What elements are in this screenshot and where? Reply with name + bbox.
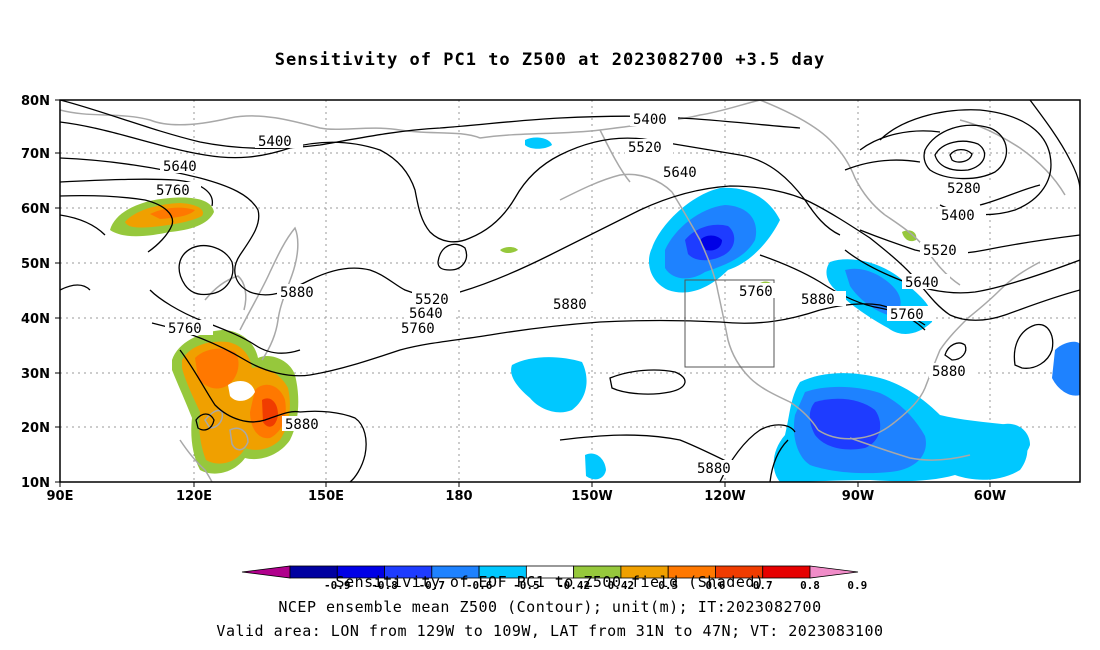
negative-sensitivity-shading (511, 137, 1080, 482)
colorbar-tick-label: 0.9 (847, 579, 867, 592)
contour-label-5640-b: 5640 (663, 165, 697, 181)
shade-eastchina-core1 (195, 348, 239, 389)
lon-label-90e: 90E (47, 489, 74, 504)
colorbar-tick-label: -0.6 (466, 579, 493, 592)
contour-label-5520-a: 5520 (628, 140, 662, 156)
lon-label-120w: 120W (704, 489, 745, 504)
contour-label-5760-b: 5760 (890, 307, 924, 323)
lat-label-70n: 70N (21, 147, 50, 162)
contour-label-5520-c: 5520 (415, 292, 449, 308)
colorbar-tick-label: 0.42 (608, 579, 635, 592)
positive-sensitivity-shading (110, 197, 917, 474)
lon-label-90w: 90W (842, 489, 874, 504)
map-frame (59, 99, 1081, 483)
lat-label-60n: 60N (21, 202, 50, 217)
shade-subtropical-pacific-1 (511, 357, 587, 413)
colorbar-max-arrow (809, 565, 859, 579)
contour-label-5880-c: 5880 (553, 297, 587, 313)
contour-label-5760-a: 5760 (156, 183, 190, 199)
contour-label-5760-d: 5760 (168, 321, 202, 337)
contour-label-5760-c: 5760 (401, 321, 435, 337)
shade-arctic-small (525, 137, 552, 149)
colorbar-tick-label: 0.7 (753, 579, 773, 592)
lon-label-150e: 150E (308, 489, 344, 504)
contour-label-5400-a: 5400 (258, 134, 292, 150)
map-content: 5400 5400 5520 5640 5760 5640 5280 5400 … (60, 100, 1080, 482)
contour-labels: 5400 5400 5520 5640 5760 5640 5280 5400 … (153, 111, 992, 477)
colorbar-tick-label: 0.8 (800, 579, 820, 592)
colorbar-tick-label: -0.5 (513, 579, 540, 592)
contour-label-5760-e: 5760 (739, 284, 773, 300)
longitude-ticks: 90E 120E 150E 180 150W 120W 90W 60W (47, 482, 1006, 504)
contour-label-5640-a: 5640 (163, 159, 197, 175)
shade-northeast-pacific-deep (700, 235, 722, 251)
shading-colorbar: -0.9 -0.8 -0.7 -0.6 -0.5 -0.42 0.42 0.5 0.6 0.7 0.… (241, 565, 867, 592)
lat-label-80n: 80N (21, 94, 50, 109)
contour-label-5880-b: 5880 (280, 285, 314, 301)
shade-great-lakes-mid (845, 268, 901, 316)
shade-small-green-1 (500, 247, 518, 253)
contour-label-5280: 5280 (947, 181, 981, 197)
shade-siberia-core (150, 207, 195, 219)
contour-label-5880-e: 5880 (285, 417, 319, 433)
shade-subtropical-pacific-2 (585, 453, 606, 480)
contour-label-5640-d: 5640 (409, 306, 443, 322)
lat-label-50n: 50N (21, 257, 50, 272)
colorbar-tick-label: 0.6 (706, 579, 726, 592)
lat-label-10n: 10N (21, 476, 50, 491)
contour-label-5640-c: 5640 (905, 275, 939, 291)
lat-label-20n: 20N (21, 421, 50, 436)
shade-atlantic-edge (1052, 341, 1080, 396)
colorbar-tick-label: -0.7 (419, 579, 446, 592)
contour-label-5520-b: 5520 (923, 243, 957, 259)
lon-label-60w: 60W (974, 489, 1006, 504)
colorbar-tick-label: 0.5 (658, 579, 678, 592)
shade-small-green-3 (902, 230, 917, 242)
contour-label-5880-f: 5880 (697, 461, 731, 477)
chart-title: Sensitivity of PC1 to Z500 at 2023082700… (274, 50, 826, 70)
lon-label-120e: 120E (176, 489, 212, 504)
latitude-ticks: 80N 70N 60N 50N 40N 30N 20N 10N (21, 94, 60, 491)
lon-label-150w: 150W (571, 489, 612, 504)
contour-label-5400-c: 5400 (941, 208, 975, 224)
caption-valid-area: Valid area: LON from 129W to 109W, LAT f… (216, 622, 884, 640)
shade-white-hole (228, 380, 255, 401)
shade-caribbean (1000, 423, 1030, 461)
contour-label-5880-d: 5880 (801, 292, 835, 308)
lon-label-180: 180 (445, 489, 472, 504)
colorbar-tick-label: -0.8 (371, 579, 398, 592)
shade-gulf-core (809, 398, 881, 450)
contour-label-5880-a: 5880 (932, 364, 966, 380)
valid-area-box (684, 279, 775, 368)
caption-shading: Sensitivity of EOF PC1 to Z500 field (Sh… (335, 573, 765, 591)
contour-label-5400-b: 5400 (633, 112, 667, 128)
lat-label-30n: 30N (21, 367, 50, 382)
colorbar-tick-label: -0.42 (557, 579, 590, 592)
z500-contours (60, 100, 1080, 482)
caption-contour: NCEP ensemble mean Z500 (Contour); unit(… (278, 598, 822, 616)
lat-label-40n: 40N (21, 312, 50, 327)
colorbar-tick-label: -0.9 (324, 579, 351, 592)
